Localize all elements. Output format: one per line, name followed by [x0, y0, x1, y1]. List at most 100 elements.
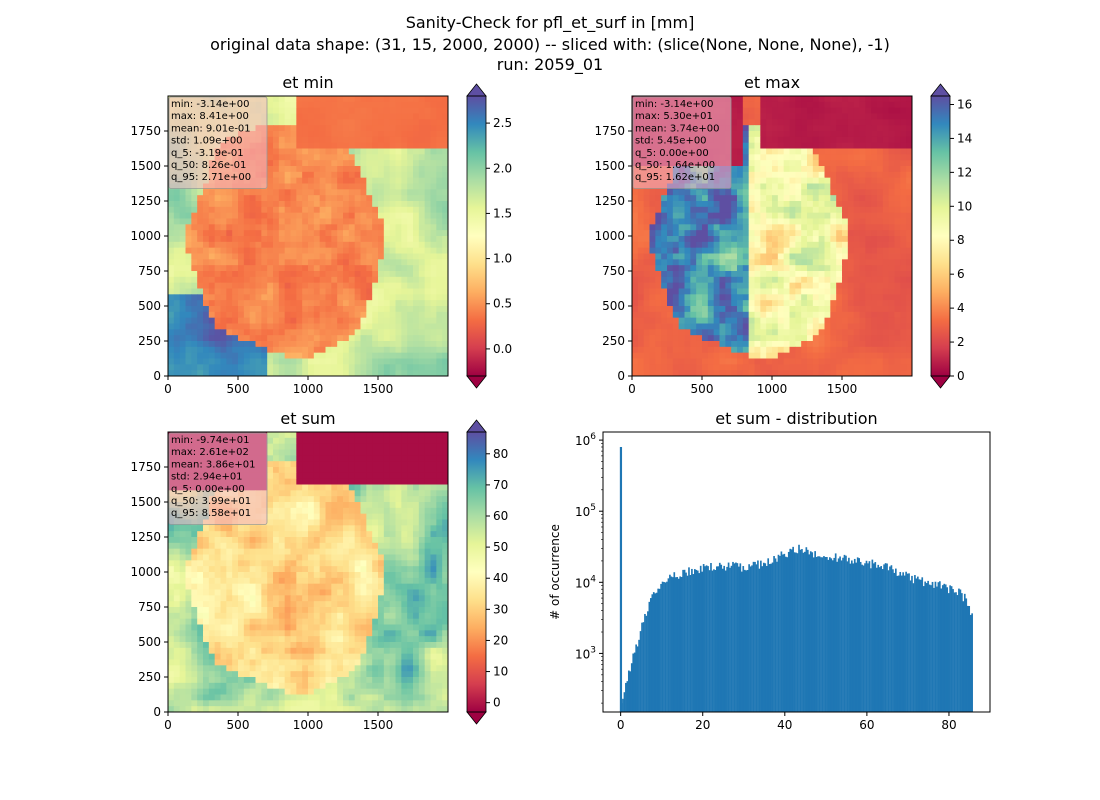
heatmap-cell	[413, 189, 420, 196]
heatmap-cell	[220, 201, 227, 208]
heatmap-cell	[719, 364, 726, 371]
heatmap-cell	[783, 341, 790, 348]
heatmap-cell	[737, 125, 744, 132]
heatmap-cell	[877, 241, 884, 249]
heatmap-cell	[754, 271, 761, 278]
heatmap-cell	[413, 96, 420, 103]
heatmap-cell	[395, 224, 402, 231]
heatmap-cell	[900, 300, 907, 307]
heatmap-cell	[742, 241, 750, 249]
heatmap-cell	[296, 282, 303, 289]
heatmap-cell	[888, 259, 895, 266]
heatmap-cell	[807, 341, 814, 348]
heatmap-cell	[354, 311, 361, 319]
heatmap-cell	[865, 195, 872, 202]
heatmap-cell	[737, 206, 744, 214]
heatmap-cell	[413, 212, 420, 219]
heatmap-cell	[789, 171, 796, 179]
heatmap-cell	[343, 148, 350, 155]
heatmap-cell	[748, 317, 755, 324]
heatmap-cell	[877, 201, 884, 208]
heatmap-cell	[296, 276, 303, 284]
heatmap-cell	[372, 195, 379, 202]
heatmap-cell	[789, 201, 796, 208]
heatmap-cell	[378, 323, 385, 330]
heatmap-cell	[418, 107, 426, 114]
heatmap-cell	[418, 224, 426, 231]
heatmap-cell	[273, 443, 280, 450]
heatmap-cell	[302, 107, 309, 114]
heatmap-cell	[424, 282, 431, 289]
heatmap-cell	[278, 218, 286, 225]
heatmap-cell	[877, 218, 884, 225]
heatmap-cell	[343, 271, 350, 278]
heatmap-cell	[830, 113, 837, 120]
heatmap-cell	[731, 317, 738, 324]
heatmap-cell	[249, 352, 256, 359]
heatmap-cell	[801, 311, 808, 319]
heatmap-cell	[632, 265, 639, 272]
heatmap-cell	[812, 177, 820, 184]
heatmap-cell	[842, 125, 849, 132]
heatmap-cell	[313, 443, 321, 450]
heatmap-cell	[203, 271, 210, 278]
heatmap-cell	[807, 276, 814, 284]
heatmap-cell	[278, 96, 286, 103]
heatmap-cell	[737, 101, 744, 109]
heatmap-cell	[754, 236, 761, 243]
heatmap-cell	[830, 148, 837, 155]
x-tick-label: 1000	[293, 382, 324, 396]
heatmap-cell	[783, 276, 790, 284]
heatmap-cell	[807, 271, 814, 278]
heatmap-cell	[413, 195, 420, 202]
heatmap-cell	[795, 101, 802, 109]
heatmap-cell	[442, 201, 449, 208]
heatmap-cell	[877, 364, 884, 371]
heatmap-cell	[226, 282, 233, 289]
heatmap-cell	[690, 364, 697, 371]
heatmap-cell	[818, 224, 825, 231]
heatmap-cell	[777, 183, 785, 190]
heatmap-cell	[684, 218, 691, 225]
heatmap-cell	[795, 136, 802, 144]
heatmap-cell	[255, 230, 262, 237]
y-tick-label: 1500	[130, 159, 161, 173]
heatmap-cell	[343, 282, 350, 289]
heatmap-cell	[319, 253, 326, 260]
heatmap-cell	[853, 329, 860, 336]
heatmap-cell	[632, 206, 639, 214]
heatmap-cell	[372, 212, 379, 219]
heatmap-cell	[807, 282, 814, 289]
heatmap-cell	[789, 195, 796, 202]
heatmap-cell	[278, 113, 286, 120]
heatmap-cell	[760, 136, 767, 144]
heatmap-cell	[197, 335, 204, 342]
heatmap-cell	[842, 142, 849, 149]
heatmap-cell	[690, 206, 697, 214]
heatmap-cell	[742, 224, 750, 231]
heatmap-cell	[760, 183, 767, 190]
heatmap-cell	[308, 107, 315, 114]
heatmap-cell	[737, 341, 744, 348]
heatmap-cell	[690, 370, 697, 377]
heatmap-cell	[713, 341, 720, 348]
x-tick-label: 1500	[827, 382, 858, 396]
heatmap-cell	[678, 370, 685, 377]
heatmap-cell	[906, 201, 913, 208]
heatmap-cell	[232, 247, 239, 254]
heatmap-cell	[812, 265, 820, 272]
heatmap-cell	[372, 294, 379, 301]
heatmap-cell	[238, 323, 245, 330]
heatmap-cell	[772, 335, 779, 342]
heatmap-cell	[372, 370, 379, 377]
heatmap-cell	[725, 276, 732, 284]
heatmap-cell	[877, 288, 884, 295]
heatmap-cell	[719, 265, 726, 272]
heatmap-cell	[325, 171, 332, 179]
heatmap-cell	[649, 218, 656, 225]
heatmap-cell	[401, 96, 408, 103]
heatmap-cell	[249, 212, 256, 219]
heatmap-cell	[168, 189, 175, 196]
heatmap-cell	[871, 259, 878, 266]
heatmap-cell	[255, 201, 262, 208]
